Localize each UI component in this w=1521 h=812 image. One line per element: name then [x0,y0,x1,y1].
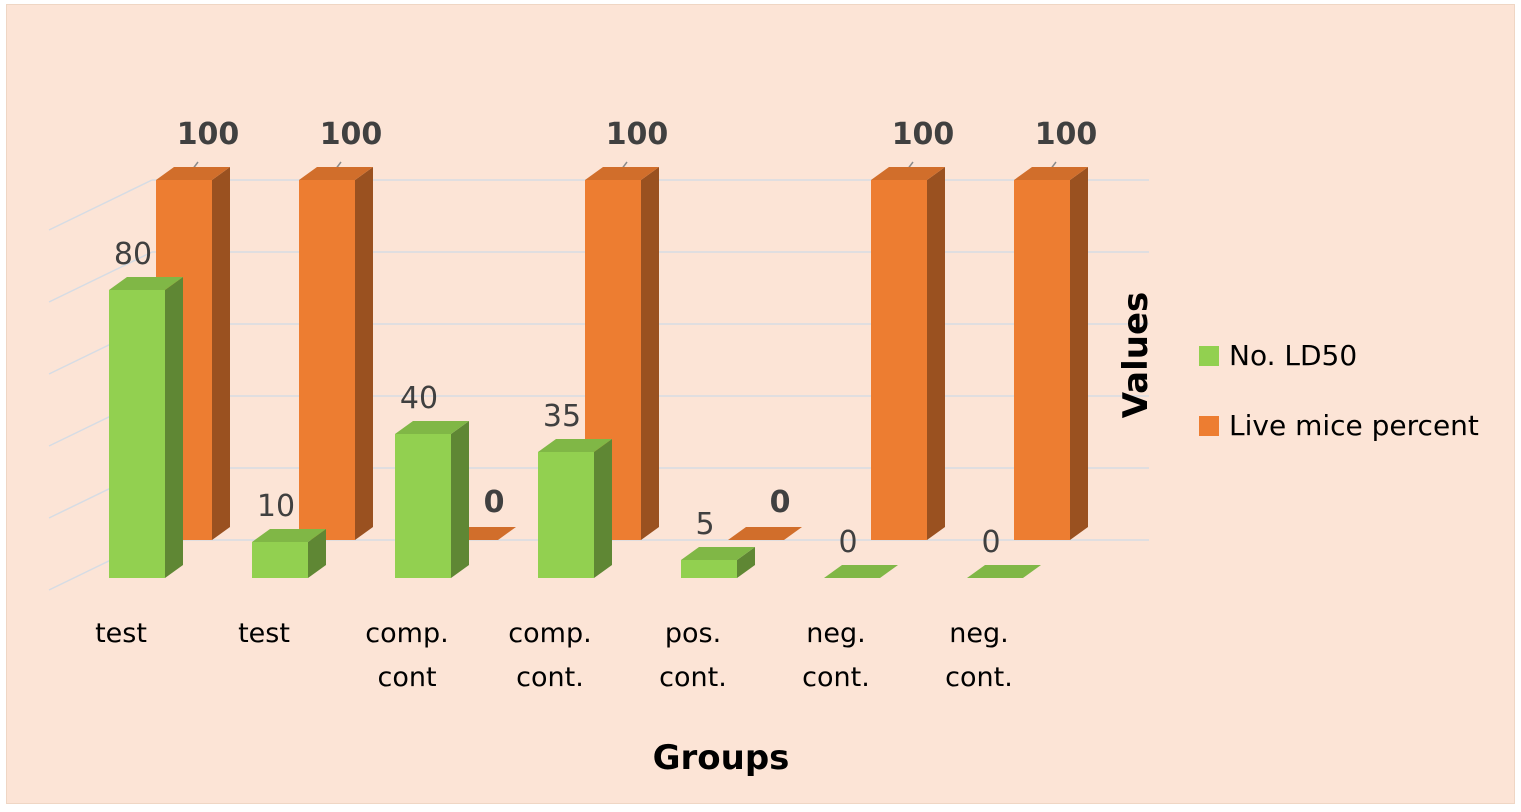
bar-top [538,439,612,452]
bar-no-ld50 [681,547,755,578]
bar-side [451,421,469,578]
bar-front [109,290,165,578]
side-gridline [48,179,153,231]
series-no-ld50: 80 10 40 35 5 0 0 [114,237,1001,560]
bar-front [1014,180,1070,540]
bar-side [165,277,183,578]
bar-top [156,167,230,180]
bar-top [728,527,802,540]
x-axis-tick-labels: test test comp. cont comp. cont. pos. cont. neg.… [95,618,1013,693]
legend: No. LD50 Live mice percent [1199,339,1479,442]
x-tick-label: pos. [665,618,721,649]
bar-side [212,167,230,540]
x-tick-label: neg. [949,618,1008,649]
bar-top [252,529,326,542]
x-tick-label: comp. [508,618,591,649]
legend-swatch [1199,416,1219,436]
data-label-no-ld50: 40 [400,381,438,416]
bar-top [967,565,1041,578]
bar-live-mice-percent [299,167,373,540]
bar-front [538,452,594,578]
bar-side [1070,167,1088,540]
x-tick-label: cont [377,662,436,693]
bar-top [681,547,755,560]
bar-front [871,180,927,540]
bar-front [252,542,308,578]
x-tick-label: comp. [365,618,448,649]
bar-top [109,277,183,290]
data-label-no-ld50: 80 [114,237,152,272]
data-label-live-mice-percent: 0 [484,485,505,520]
data-label-no-ld50: 0 [838,525,857,560]
bar-no-ld50 [395,421,469,578]
y-axis-title: Values [1116,292,1156,419]
legend-label: Live mice percent [1229,409,1479,442]
x-tick-label: cont. [802,662,870,693]
bar-side [927,167,945,540]
bar-live-mice-percent [585,167,659,540]
x-axis-title: Groups [653,738,790,778]
bar-live-mice-percent [728,527,802,540]
bar-front [299,180,355,540]
bar-side [355,167,373,540]
x-tick-label: cont. [516,662,584,693]
series-live-mice-percent: 100 100 0 100 0 100 100 [177,117,1098,520]
data-label-no-ld50: 5 [695,507,714,542]
bar-side [737,547,755,578]
bar-live-mice-percent [871,167,945,540]
bar-front [395,434,451,578]
data-label-no-ld50: 10 [257,489,295,524]
legend-swatch [1199,346,1219,366]
bar-side [594,439,612,578]
x-tick-label: cont. [659,662,727,693]
bar-top [585,167,659,180]
bar-no-ld50 [538,439,612,578]
chart-container: 100 100 0 100 0 100 100 80 10 40 35 5 0 0 test test comp… [6,4,1515,804]
data-label-no-ld50: 35 [543,399,581,434]
bar-front [681,560,737,578]
bar-top [871,167,945,180]
chart-svg: 100 100 0 100 0 100 100 80 10 40 35 5 0 0 test test comp… [7,5,1514,803]
data-label-live-mice-percent: 100 [320,117,383,152]
bar-side [308,529,326,578]
legend-label: No. LD50 [1229,339,1357,372]
data-label-live-mice-percent: 100 [1035,117,1098,152]
bar-live-mice-percent [1014,167,1088,540]
bar-no-ld50 [252,529,326,578]
bar-top [824,565,898,578]
bar-top [395,421,469,434]
bar-no-ld50 [824,565,898,578]
bar-side [641,167,659,540]
bar-top [1014,167,1088,180]
data-label-live-mice-percent: 100 [606,117,669,152]
data-label-live-mice-percent: 100 [892,117,955,152]
data-label-live-mice-percent: 0 [770,485,791,520]
x-tick-label: neg. [806,618,865,649]
data-label-live-mice-percent: 100 [177,117,240,152]
x-tick-label: cont. [945,662,1013,693]
x-tick-label: test [238,618,290,649]
bar-no-ld50 [109,277,183,578]
side-gridline [48,251,153,303]
bar-top [299,167,373,180]
x-tick-label: test [95,618,147,649]
bar-no-ld50 [967,565,1041,578]
chart-background [7,5,1514,803]
data-label-no-ld50: 0 [981,525,1000,560]
